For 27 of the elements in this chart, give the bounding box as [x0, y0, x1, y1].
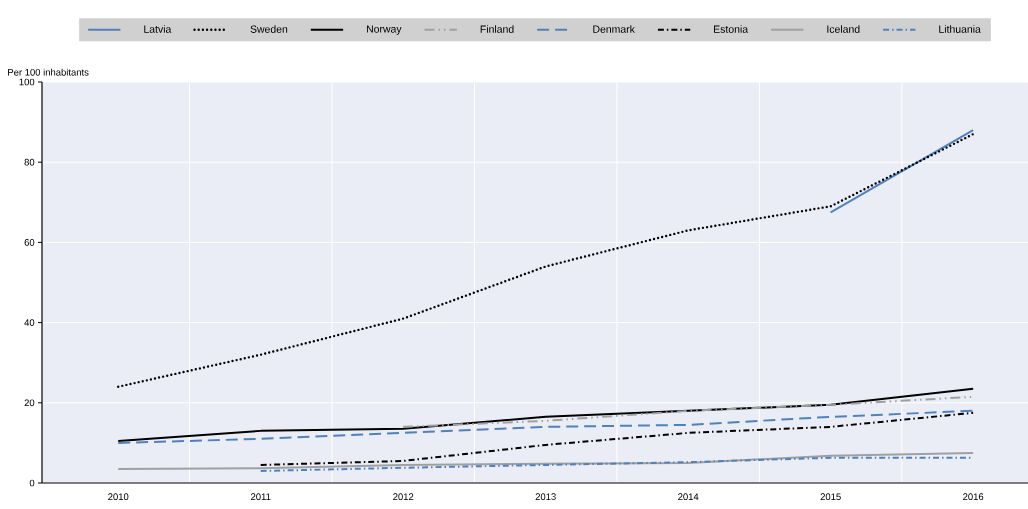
- x-tick-label: 2014: [678, 493, 699, 501]
- y-tick-label: 80: [24, 158, 35, 166]
- legend-label: Finland: [480, 25, 514, 33]
- y-tick-label: 60: [24, 239, 35, 246]
- legend-label: Iceland: [827, 25, 860, 33]
- legend-label: Denmark: [593, 25, 635, 33]
- y-tick-label: 0: [29, 479, 35, 487]
- legend-label: Sweden: [250, 25, 288, 33]
- y-tick-label: 20: [24, 399, 35, 407]
- x-tick-label: 2016: [963, 493, 984, 501]
- line-series: [117, 451, 975, 470]
- x-tick-label: 2012: [393, 493, 414, 501]
- y-axis-title: Per 100 inhabitants: [8, 68, 89, 76]
- legend-label: Norway: [366, 25, 402, 35]
- legend-label: Lithuania: [939, 25, 981, 33]
- line-series: [117, 387, 975, 442]
- x-tick-label: 2011: [251, 493, 271, 501]
- x-tick-label: 2013: [535, 493, 556, 501]
- y-tick-label: 100: [19, 78, 35, 86]
- x-tick-label: 2010: [108, 493, 129, 501]
- legend-label: Estonia: [714, 25, 749, 33]
- y-tick-label: 40: [24, 319, 35, 326]
- x-tick-label: 2015: [820, 493, 841, 501]
- line-series: [117, 132, 975, 388]
- line-series: [259, 411, 975, 466]
- legend-label: Latvia: [144, 25, 172, 33]
- line-series: [117, 409, 975, 444]
